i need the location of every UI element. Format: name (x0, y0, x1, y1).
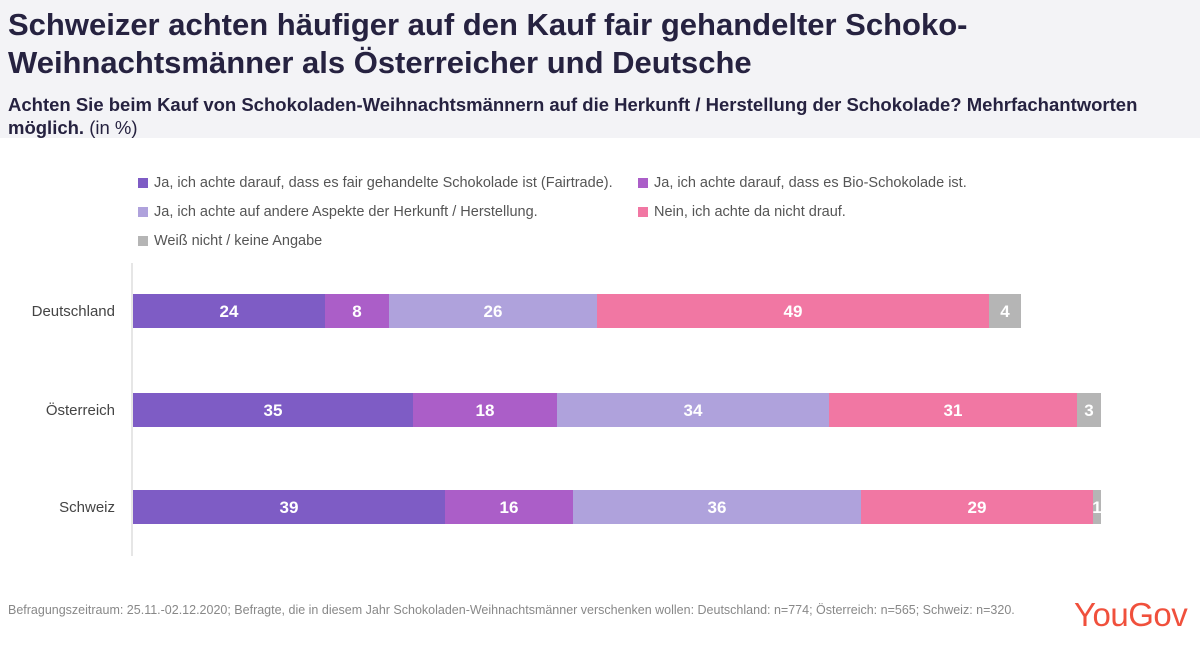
data-label: 16 (500, 498, 519, 517)
legend-swatch (638, 178, 648, 188)
chart-subtitle: Achten Sie beim Kauf von Schokoladen-Wei… (8, 93, 1193, 139)
legend-swatch (138, 207, 148, 217)
bar-segment (989, 294, 1021, 328)
bar-segment (445, 490, 573, 524)
legend-item: Nein, ich achte da nicht drauf. (638, 204, 846, 220)
bar-segment (413, 393, 557, 427)
legend-swatch (138, 178, 148, 188)
data-label: 34 (684, 401, 703, 420)
subtitle-unit: (in %) (89, 117, 138, 138)
chart-title: Schweizer achten häufiger auf den Kauf f… (8, 7, 968, 80)
bar-segment (1093, 490, 1101, 524)
data-label: 24 (220, 302, 239, 321)
category-label: Deutschland (32, 303, 115, 320)
data-label: 36 (708, 498, 727, 517)
data-label: 29 (968, 498, 987, 517)
data-label: 31 (944, 401, 963, 420)
bar-segment (133, 294, 325, 328)
bar-segment (861, 490, 1093, 524)
bar-segment (597, 294, 989, 328)
legend-item: Ja, ich achte auf andere Aspekte der Her… (138, 204, 538, 220)
legend-label: Ja, ich achte darauf, dass es fair gehan… (154, 175, 613, 191)
legend-label: Weiß nicht / keine Angabe (154, 233, 323, 249)
data-label: 49 (784, 302, 803, 321)
bar-segment (1077, 393, 1101, 427)
stacked-bar-chart: Deutschland 24 8 26 49 4 Österreich 35 18 34 31 3 Sc… (32, 263, 1102, 556)
legend-item: Ja, ich achte darauf, dass es Bio-Schoko… (638, 175, 967, 191)
bar-segment (325, 294, 389, 328)
data-label: 26 (484, 302, 503, 321)
legend-item: Weiß nicht / keine Angabe (138, 233, 322, 249)
data-label: 3 (1084, 401, 1093, 420)
bar-segment (133, 490, 445, 524)
data-label: 39 (280, 498, 299, 517)
yougov-logo: YouGov (1074, 596, 1188, 633)
data-label: 35 (264, 401, 283, 420)
data-label: 4 (1000, 302, 1010, 321)
legend-label: Ja, ich achte auf andere Aspekte der Her… (154, 204, 538, 220)
legend-label: Ja, ich achte darauf, dass es Bio-Schoko… (654, 175, 967, 191)
data-label: 8 (352, 302, 361, 321)
footnote: Befragungszeitraum: 25.11.-02.12.2020; B… (8, 603, 1015, 617)
legend-swatch (138, 236, 148, 246)
legend-label: Nein, ich achte da nicht drauf. (654, 204, 846, 220)
header-band: Schweizer achten häufiger auf den Kauf f… (0, 0, 1200, 138)
bar-segment (133, 393, 413, 427)
bar-segment (389, 294, 597, 328)
legend-item: Ja, ich achte darauf, dass es fair gehan… (138, 175, 613, 191)
category-label: Schweiz (59, 499, 115, 516)
data-label: 1 (1092, 498, 1101, 517)
bar-segment (829, 393, 1077, 427)
bar-segment (573, 490, 861, 524)
subtitle-question: Achten Sie beim Kauf von Schokoladen-Wei… (8, 94, 1138, 138)
legend-swatch (638, 207, 648, 217)
bar-segment (557, 393, 829, 427)
data-label: 18 (476, 401, 495, 420)
category-label: Österreich (46, 401, 115, 419)
